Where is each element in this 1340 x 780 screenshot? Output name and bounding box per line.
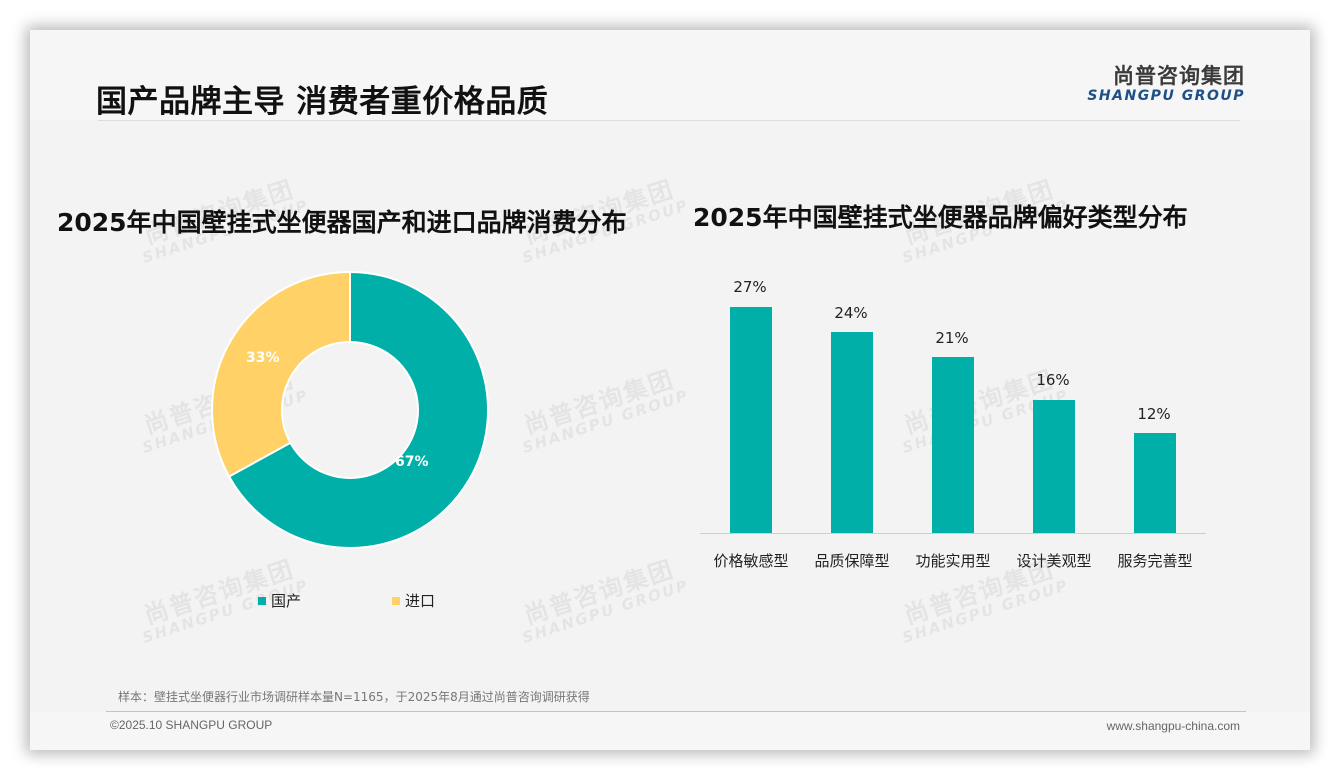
bar-category: 价格敏感型 — [713, 552, 789, 570]
page-title: 国产品牌主导 消费者重价格品质 — [96, 84, 549, 120]
donut-slice-0 — [227, 270, 489, 549]
slice-label-domestic: 67% — [395, 454, 429, 470]
bar-category: 设计美观型 — [1016, 552, 1092, 570]
legend-label: 国产 — [271, 592, 302, 610]
legend-label: 进口 — [405, 592, 436, 610]
logo-cn: 尚普咨询集团 — [1113, 64, 1245, 88]
bar-chart: 27% 价格敏感型 24% 品质保障型 21% 功能实用型 16% 设计美观型 … — [700, 270, 1210, 600]
x-axis-line — [700, 533, 1206, 534]
legend-item-import: 进口 — [392, 590, 435, 611]
logo-en: SHANGPU GROUP — [1087, 88, 1245, 104]
bar-value: 24% — [834, 304, 868, 322]
donut-svg — [211, 270, 489, 549]
source-note: 样本：壁挂式坐便器行业市场调研样本量N=1165，于2025年8月通过尚普咨询调… — [118, 690, 590, 704]
footer-band — [30, 712, 1310, 750]
bar-value: 27% — [733, 278, 767, 296]
copyright: ©2025.10 SHANGPU GROUP — [110, 718, 273, 732]
bar-chart-title: 2025年中国壁挂式坐便器品牌偏好类型分布 — [693, 203, 1188, 232]
bar-value: 21% — [935, 329, 969, 347]
bar-category: 功能实用型 — [915, 552, 991, 570]
bar-design — [1033, 400, 1075, 533]
bar-category: 品质保障型 — [814, 552, 890, 570]
title-divider — [98, 120, 1240, 121]
bar-quality-assurance — [831, 332, 873, 533]
header-band — [30, 30, 1310, 120]
bar-service — [1134, 433, 1176, 533]
bar-category: 服务完善型 — [1117, 552, 1193, 570]
bar-value: 16% — [1036, 371, 1070, 389]
legend-swatch-import — [392, 596, 400, 605]
website-link[interactable]: www.shangpu-china.com — [1106, 719, 1240, 733]
slide: 国产品牌主导 消费者重价格品质 尚普咨询集团 SHANGPU GROUP 尚普咨… — [30, 30, 1310, 750]
donut-slice-1 — [211, 270, 351, 478]
bar-functional — [932, 357, 974, 533]
legend-swatch-domestic — [258, 596, 266, 605]
legend-item-domestic: 国产 — [258, 590, 301, 611]
donut-chart-title: 2025年中国壁挂式坐便器国产和进口品牌消费分布 — [57, 208, 627, 237]
donut-chart: 67% 33% — [210, 270, 490, 550]
bar-price-sensitive — [730, 307, 772, 533]
slice-label-import: 33% — [246, 350, 280, 366]
footer-divider — [106, 711, 1246, 712]
bar-value: 12% — [1137, 405, 1171, 423]
company-logo: 尚普咨询集团 SHANGPU GROUP — [1085, 64, 1245, 104]
